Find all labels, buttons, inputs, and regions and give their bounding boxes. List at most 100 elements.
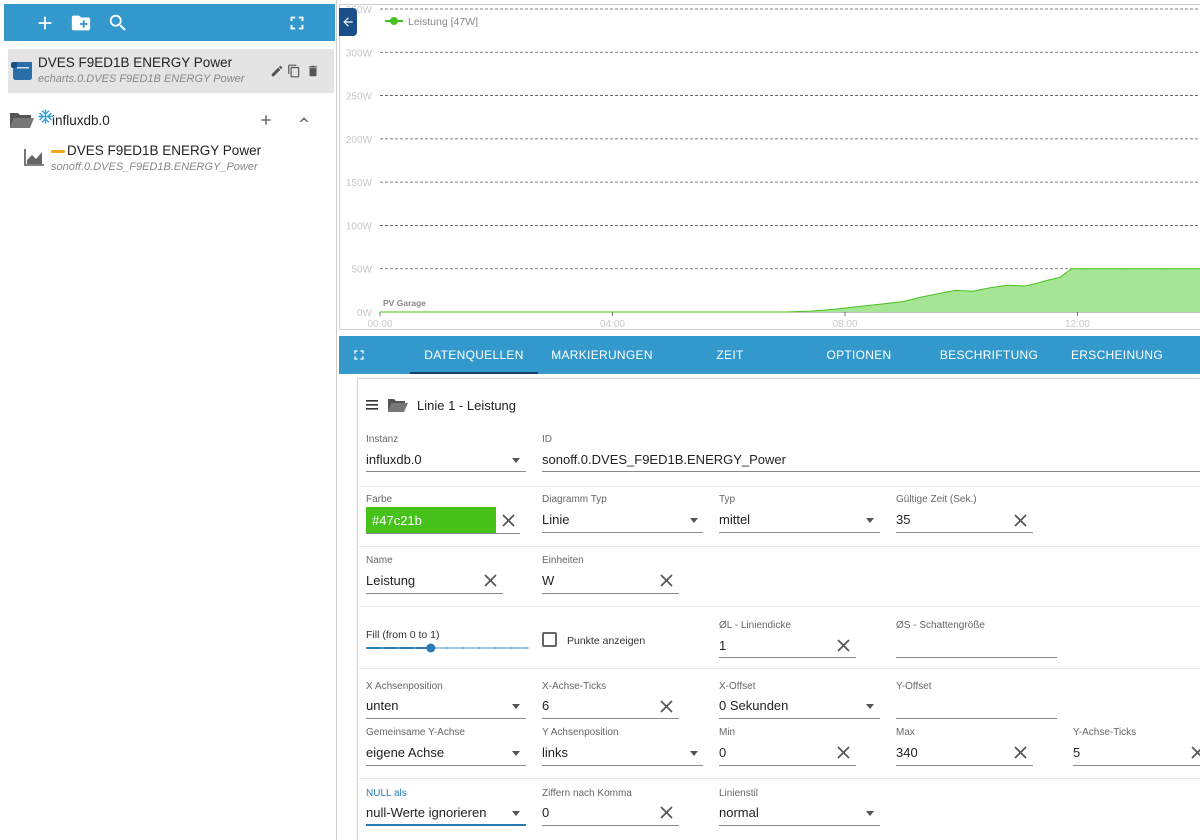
- chevron-down-icon[interactable]: [866, 518, 874, 523]
- einheiten-field[interactable]: W: [542, 573, 555, 588]
- snowflake-icon: [37, 108, 54, 125]
- color-picker[interactable]: #47c21b: [366, 507, 496, 533]
- search-icon[interactable]: [107, 12, 129, 34]
- y-tick-label: 0W: [357, 308, 373, 319]
- delete-icon[interactable]: [306, 64, 320, 78]
- x-achse-ticks-field[interactable]: 6: [542, 698, 550, 713]
- chevron-up-icon[interactable]: [296, 112, 312, 128]
- tab-datenquellen[interactable]: DATENQUELLEN: [410, 336, 538, 374]
- y-achsenposition-select[interactable]: links: [542, 745, 569, 760]
- chart-watermark: PV Garage: [383, 298, 426, 308]
- tree-toolbar: [4, 4, 335, 41]
- divider: [359, 606, 1200, 607]
- add-icon[interactable]: [34, 12, 56, 34]
- color-value: #47c21b: [372, 513, 422, 528]
- tab-zeit[interactable]: ZEIT: [716, 348, 744, 362]
- clear-icon[interactable]: [1191, 746, 1200, 759]
- fullscreen-icon[interactable]: [351, 347, 367, 363]
- line-title: Linie 1 - Leistung: [417, 398, 517, 413]
- slider-tick: [397, 647, 399, 649]
- clear-icon[interactable]: [1014, 746, 1027, 759]
- null-als-select[interactable]: null-Werte ignorieren: [366, 805, 487, 820]
- copy-icon[interactable]: [287, 64, 301, 78]
- edit-icon[interactable]: [270, 64, 284, 78]
- x-offset-label: X-Offset: [719, 681, 756, 692]
- max-label: Max: [896, 727, 915, 738]
- gemeinsame-y-achse-label: Gemeinsame Y-Achse: [366, 727, 465, 738]
- y-offset-label: Y-Offset: [896, 681, 932, 692]
- slider-tick: [495, 647, 497, 649]
- chevron-down-icon[interactable]: [866, 811, 874, 816]
- tree-folder-title: influxdb.0: [52, 113, 110, 128]
- y-achse-ticks-field[interactable]: 5: [1073, 745, 1081, 760]
- tree-item-chart[interactable]: DVES F9ED1B ENERGY Power echarts.0.DVES …: [8, 49, 334, 93]
- chevron-down-icon[interactable]: [512, 751, 520, 756]
- y-tick-label: 150W: [346, 178, 373, 189]
- chart-area[interactable]: 0W 50W 100W 150W 200W 250W 300W 350W 00:00 04:00 0…: [339, 4, 1200, 330]
- fullscreen-icon[interactable]: [286, 12, 308, 34]
- y-tick-label: 350W: [346, 5, 373, 16]
- clear-icon[interactable]: [484, 574, 497, 587]
- chevron-down-icon[interactable]: [866, 704, 874, 709]
- x-achsenposition-select[interactable]: unten: [366, 698, 399, 713]
- tree-item-chart-title: DVES F9ED1B ENERGY Power: [38, 55, 233, 70]
- slider-thumb[interactable]: [426, 643, 436, 653]
- chevron-down-icon[interactable]: [512, 811, 520, 816]
- liniendicke-field[interactable]: 1: [719, 638, 727, 653]
- chevron-down-icon[interactable]: [690, 751, 698, 756]
- add-icon[interactable]: [258, 112, 274, 128]
- divider: [359, 546, 1200, 547]
- tab-erscheinung[interactable]: ERSCHEINUNG: [1071, 348, 1163, 362]
- clear-icon[interactable]: [502, 514, 515, 527]
- clear-icon[interactable]: [660, 574, 673, 587]
- min-field[interactable]: 0: [719, 745, 727, 760]
- id-label: ID: [542, 434, 552, 445]
- divider: [359, 486, 1200, 487]
- null-als-label: NULL als: [366, 788, 407, 799]
- x-tick-label: 00:00: [367, 319, 392, 330]
- x-achsenposition-label: X Achsenposition: [366, 681, 443, 692]
- folder-open-icon[interactable]: [388, 397, 408, 413]
- fill-slider[interactable]: [366, 642, 530, 654]
- y-tick-label: 300W: [346, 48, 373, 59]
- gueltige-zeit-field[interactable]: 35: [896, 512, 911, 527]
- drag-handle-icon[interactable]: [366, 398, 378, 410]
- name-field[interactable]: Leistung: [366, 573, 416, 588]
- x-offset-select[interactable]: 0 Sekunden: [719, 698, 789, 713]
- clear-icon[interactable]: [660, 806, 673, 819]
- tab-optionen[interactable]: OPTIONEN: [826, 348, 892, 362]
- max-field[interactable]: 340: [896, 745, 918, 760]
- instanz-label: Instanz: [366, 434, 399, 445]
- chevron-down-icon[interactable]: [512, 704, 520, 709]
- gemeinsame-y-achse-select[interactable]: eigene Achse: [366, 745, 445, 760]
- tab-beschriftung[interactable]: BESCHRIFTUNG: [939, 348, 1039, 362]
- tree-item-state[interactable]: DVES F9ED1B ENERGY Power sonoff.0.DVES_F…: [8, 138, 334, 178]
- tab-markierungen[interactable]: MARKIERUNGEN: [551, 348, 653, 362]
- diagramm-typ-select[interactable]: Linie: [542, 512, 570, 527]
- series-line: [380, 268, 1200, 313]
- punkte-checkbox[interactable]: [542, 632, 557, 647]
- id-field[interactable]: sonoff.0.DVES_F9ED1B.ENERGY_Power: [542, 452, 786, 467]
- collapse-panel-button[interactable]: [339, 8, 357, 36]
- instanz-select[interactable]: influxdb.0: [366, 452, 422, 467]
- clear-icon[interactable]: [837, 746, 850, 759]
- chevron-down-icon[interactable]: [512, 458, 520, 463]
- ziffern-nach-komma-field[interactable]: 0: [542, 805, 550, 820]
- typ-select[interactable]: mittel: [719, 512, 751, 527]
- tree-item-state-subtitle: sonoff.0.DVES_F9ED1B.ENERGY_Power: [51, 161, 258, 173]
- schattengroesse-label: ØS - Schattengröße: [896, 620, 985, 631]
- clear-icon[interactable]: [837, 639, 850, 652]
- tree-folder-influxdb[interactable]: influxdb.0: [8, 103, 334, 137]
- folder-add-icon[interactable]: [70, 12, 92, 34]
- linienstil-label: Linienstil: [719, 788, 758, 799]
- liniendicke-label: ØL - Liniendicke: [719, 620, 791, 631]
- x-achse-ticks-label: X-Achse-Ticks: [542, 681, 607, 692]
- clear-icon[interactable]: [1014, 514, 1027, 527]
- y-tick-label: 100W: [346, 221, 373, 232]
- linienstil-select[interactable]: normal: [719, 805, 759, 820]
- gueltige-zeit-label: Gültige Zeit (Sek.): [896, 494, 977, 505]
- slider-tick: [446, 647, 448, 649]
- slider-tick: [511, 647, 513, 649]
- chevron-down-icon[interactable]: [690, 518, 698, 523]
- clear-icon[interactable]: [660, 700, 673, 713]
